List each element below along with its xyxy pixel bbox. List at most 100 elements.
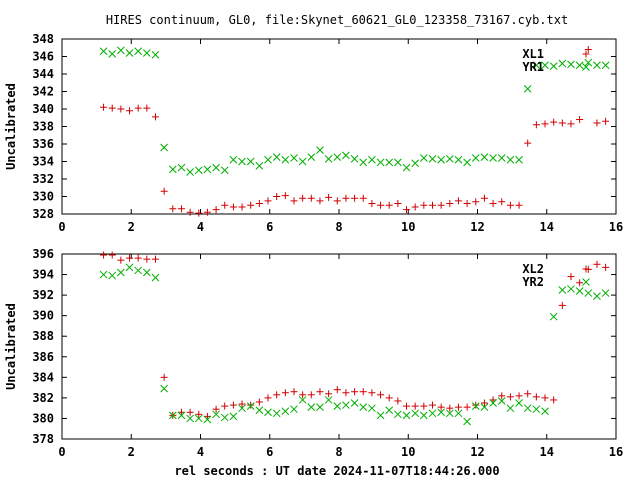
data-point	[108, 104, 116, 112]
data-point	[463, 200, 471, 207]
marker-stroke	[463, 158, 471, 167]
marker-stroke	[350, 155, 359, 163]
data-point	[394, 410, 402, 419]
marker-stroke	[212, 163, 220, 172]
marker-stroke	[125, 49, 134, 57]
data-point	[333, 153, 342, 161]
marker-stroke	[402, 163, 411, 172]
data-point	[220, 413, 229, 422]
data-point	[203, 415, 212, 424]
marker-stroke	[584, 58, 593, 67]
y-tick-label: 386	[32, 350, 54, 364]
data-point	[325, 390, 333, 398]
data-point	[177, 408, 185, 416]
marker-stroke	[272, 153, 281, 161]
data-point	[151, 273, 160, 282]
marker-stroke	[134, 266, 143, 275]
data-point	[584, 289, 593, 297]
data-point	[307, 403, 316, 411]
data-point	[385, 394, 393, 402]
marker-stroke	[515, 155, 523, 164]
data-point	[402, 163, 411, 172]
marker-stroke	[220, 413, 229, 422]
y-tick-label: 346	[32, 50, 54, 64]
data-point	[506, 404, 515, 413]
data-point	[142, 268, 151, 277]
data-point	[498, 392, 506, 400]
marker-stroke	[255, 406, 264, 415]
data-point	[247, 201, 255, 209]
data-point	[160, 384, 168, 393]
marker-stroke	[359, 403, 368, 411]
x-tick-label: 16	[609, 445, 623, 459]
marker-stroke	[168, 411, 177, 420]
data-point	[168, 411, 177, 420]
data-point	[567, 285, 575, 293]
data-point	[100, 251, 108, 259]
data-point	[299, 194, 307, 202]
data-point	[290, 197, 298, 205]
data-point	[350, 155, 359, 163]
data-point	[212, 410, 220, 419]
marker-stroke	[601, 61, 610, 70]
data-point	[177, 163, 186, 172]
x-tick-label: 8	[335, 445, 342, 459]
data-point	[350, 399, 359, 407]
data-point	[385, 158, 394, 167]
marker-stroke	[463, 417, 471, 426]
data-point	[497, 154, 506, 162]
data-point	[593, 119, 601, 127]
marker-stroke	[445, 409, 454, 418]
data-point	[437, 408, 445, 417]
data-point	[593, 260, 601, 268]
data-point	[480, 153, 489, 161]
data-point	[541, 407, 549, 416]
marker-stroke	[177, 411, 186, 420]
marker-stroke	[168, 165, 177, 174]
marker-stroke	[567, 60, 575, 69]
data-point	[351, 388, 359, 396]
data-point	[532, 61, 541, 70]
x-tick-label: 2	[128, 445, 135, 459]
data-point	[246, 402, 255, 410]
data-point	[160, 373, 168, 381]
marker-stroke	[471, 402, 480, 410]
data-point	[134, 254, 142, 262]
marker-stroke	[558, 286, 567, 294]
data-point	[445, 409, 454, 418]
data-point	[550, 396, 558, 404]
marker-stroke	[497, 154, 506, 162]
data-point	[359, 403, 368, 411]
marker-stroke	[186, 168, 194, 176]
data-point	[524, 139, 532, 147]
data-point	[471, 154, 480, 162]
data-point	[299, 391, 307, 399]
data-point	[151, 255, 159, 263]
data-point	[368, 404, 376, 413]
y-tick-label: 336	[32, 137, 54, 151]
data-point	[307, 391, 315, 399]
marker-stroke	[117, 46, 125, 55]
y-tick-label: 342	[32, 85, 54, 99]
lower-plot-panel: 0 2 4 6 8 10 12 14 16 378 380 382 384 386 388 390 392 394…	[4, 247, 623, 459]
data-point	[550, 118, 558, 126]
y-tick-label: 384	[32, 370, 54, 384]
data-point	[428, 201, 436, 209]
data-point	[195, 410, 203, 418]
data-point	[273, 193, 281, 200]
data-point	[584, 46, 592, 53]
marker-stroke	[281, 155, 290, 164]
data-point	[221, 201, 229, 209]
marker-stroke	[593, 292, 601, 300]
data-point	[126, 107, 134, 115]
marker-stroke	[437, 155, 445, 164]
y-axis-label: Uncalibrated	[4, 303, 18, 390]
data-point	[472, 198, 480, 206]
marker-stroke	[523, 85, 532, 93]
data-point	[117, 256, 125, 264]
marker-stroke	[411, 159, 420, 168]
data-point	[298, 396, 307, 404]
data-point	[506, 201, 514, 209]
data-point	[238, 404, 246, 413]
